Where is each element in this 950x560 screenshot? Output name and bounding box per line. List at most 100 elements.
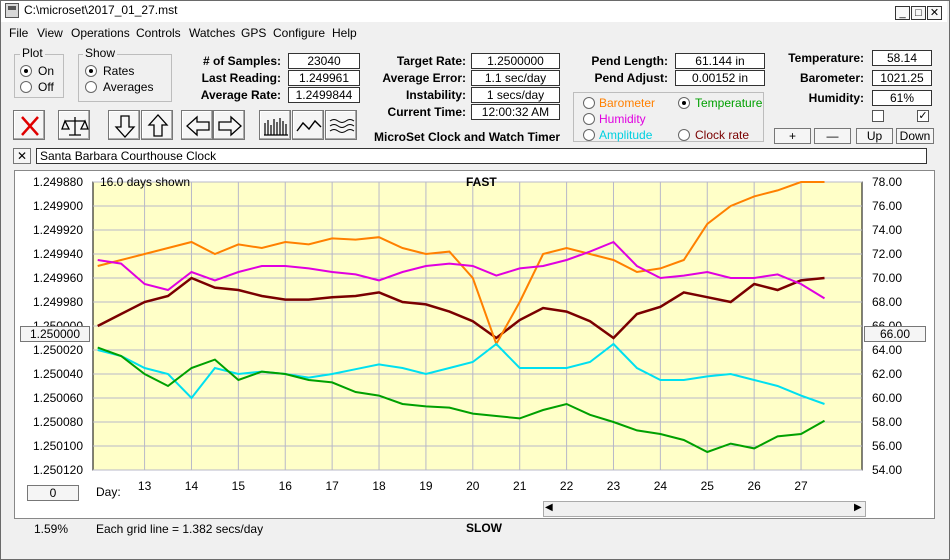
y-left-tick-label: 1.249900 — [33, 199, 83, 213]
pend-length-label: Pend Length: — [591, 54, 668, 68]
x-tick-label: 25 — [701, 479, 715, 493]
minimize-button[interactable]: _ — [895, 6, 910, 20]
pend-adjust-label: Pend Adjust: — [594, 71, 668, 85]
y-left-tick-label: 1.249940 — [33, 247, 83, 261]
clock-name-field[interactable]: Santa Barbara Courthouse Clock — [36, 148, 927, 164]
target-rate-field[interactable]: 1.2500000 — [471, 53, 560, 69]
app-icon[interactable] — [5, 3, 19, 18]
temperature-option-label: Temperature — [695, 96, 763, 110]
series-line-humidity — [97, 240, 826, 300]
menu-file[interactable]: File — [9, 26, 29, 40]
menu-controls[interactable]: Controls — [136, 26, 181, 40]
minus-button[interactable]: — — [814, 128, 851, 144]
last-reading-label: Last Reading: — [201, 71, 281, 85]
x-tick-label: 13 — [138, 479, 152, 493]
amplitude-option-label: Amplitude — [599, 128, 653, 142]
arrow-left-icon — [186, 115, 210, 137]
slow-label: SLOW — [466, 521, 502, 535]
y-right-tick-label: 54.00 — [872, 463, 902, 477]
rate-chart: 1.249880 78.00 1.249900 76.00 1.249920 74.00 1… — [33, 175, 902, 493]
x-tick-label: 19 — [419, 479, 433, 493]
plot-on-label: On — [38, 64, 55, 78]
up-button[interactable]: Up — [856, 128, 893, 144]
offset-button[interactable]: 0 — [27, 485, 79, 501]
center-aux-button[interactable]: 66.00 — [864, 326, 926, 342]
menu-help[interactable]: Help — [332, 26, 357, 40]
aux-options-group — [573, 92, 764, 142]
y-right-tick-label: 78.00 — [872, 175, 902, 189]
plot-on-radio[interactable] — [20, 65, 32, 77]
y-left-tick-label: 1.250100 — [33, 439, 83, 453]
show-rates-radio[interactable] — [85, 65, 97, 77]
temperature-label: Temperature: — [788, 51, 864, 65]
line-plot-button[interactable] — [292, 110, 324, 140]
x-icon — [21, 116, 39, 136]
x-tick-label: 27 — [794, 479, 808, 493]
humidity-label: Humidity: — [808, 91, 864, 105]
show-averages-label: Averages — [103, 80, 154, 94]
arrow-up-icon — [147, 114, 169, 137]
percent-label: 1.59% — [34, 522, 69, 536]
down-button[interactable]: Down — [896, 128, 934, 144]
bar-plot-button[interactable] — [259, 110, 291, 140]
show-averages-radio[interactable] — [85, 81, 97, 93]
app-name-label: MicroSet Clock and Watch Timer — [374, 130, 561, 144]
stop-button[interactable] — [13, 110, 45, 140]
x-tick-label: 16 — [279, 479, 293, 493]
clock-clear-button[interactable]: ✕ — [13, 148, 31, 164]
y-left-tick-label: 1.250120 — [33, 463, 83, 477]
fast-label: FAST — [466, 175, 497, 189]
y-right-tick-label: 72.00 — [872, 247, 902, 261]
scroll-left-arrow-icon[interactable]: ◀ — [545, 502, 553, 513]
samples-field: 23040 — [288, 53, 360, 69]
barometer-label: Barometer: — [799, 71, 864, 85]
menu-view[interactable]: View — [37, 26, 63, 40]
amplitude-radio[interactable] — [583, 129, 595, 141]
scroll-right-arrow-icon[interactable]: ▶ — [854, 502, 862, 513]
balance-button[interactable] — [58, 110, 90, 140]
center-rate-button[interactable]: 1.250000 — [20, 326, 90, 342]
wave-plot-button[interactable] — [325, 110, 357, 140]
humidity-checkbox-1[interactable] — [872, 110, 884, 122]
horizontal-scrollbar[interactable] — [543, 501, 866, 517]
down-arrow-button[interactable] — [108, 110, 140, 140]
y-right-tick-label: 62.00 — [872, 367, 902, 381]
y-right-tick-label: 74.00 — [872, 223, 902, 237]
wave-icon — [329, 119, 355, 133]
maximize-button[interactable]: □ — [911, 6, 926, 20]
menu-operations[interactable]: Operations — [71, 26, 130, 40]
x-tick-label: 18 — [372, 479, 386, 493]
menu-watches[interactable]: Watches — [189, 26, 236, 40]
menu-configure[interactable]: Configure — [273, 26, 326, 40]
arrow-right-icon — [218, 115, 242, 137]
current-time-label: Current Time: — [387, 105, 466, 119]
right-arrow-button[interactable] — [213, 110, 245, 140]
humidity-checkbox-2[interactable]: ✓ — [917, 110, 929, 122]
humidity-field: 61% — [872, 90, 932, 106]
show-rates-label: Rates — [103, 64, 135, 78]
y-right-tick-label: 56.00 — [872, 439, 902, 453]
left-arrow-button[interactable] — [181, 110, 213, 140]
barometer-radio[interactable] — [583, 97, 595, 109]
up-arrow-button[interactable] — [141, 110, 173, 140]
close-button[interactable]: ✕ — [927, 6, 942, 20]
y-left-tick-label: 1.249960 — [33, 271, 83, 285]
menu-gps[interactable]: GPS — [241, 26, 267, 40]
grid-note-label: Each grid line = 1.382 secs/day — [96, 522, 264, 536]
y-left-tick-label: 1.250060 — [33, 391, 83, 405]
instability-field: 1 secs/day — [471, 87, 560, 103]
bar-chart-icon — [264, 118, 288, 136]
series-line-rate — [97, 276, 825, 340]
x-tick-label: 23 — [607, 479, 621, 493]
clock-rate-radio[interactable] — [678, 129, 690, 141]
y-right-tick-label: 64.00 — [872, 343, 902, 357]
x-tick-label: 21 — [513, 479, 527, 493]
x-tick-label: 22 — [560, 479, 574, 493]
y-right-tick-label: 76.00 — [872, 199, 902, 213]
plot-off-radio[interactable] — [20, 81, 32, 93]
temperature-radio[interactable] — [678, 97, 690, 109]
y-left-tick-label: 1.249980 — [33, 295, 83, 309]
plus-button[interactable]: + — [774, 128, 811, 144]
y-left-tick-label: 1.249880 — [33, 175, 83, 189]
humidity-radio[interactable] — [583, 113, 595, 125]
